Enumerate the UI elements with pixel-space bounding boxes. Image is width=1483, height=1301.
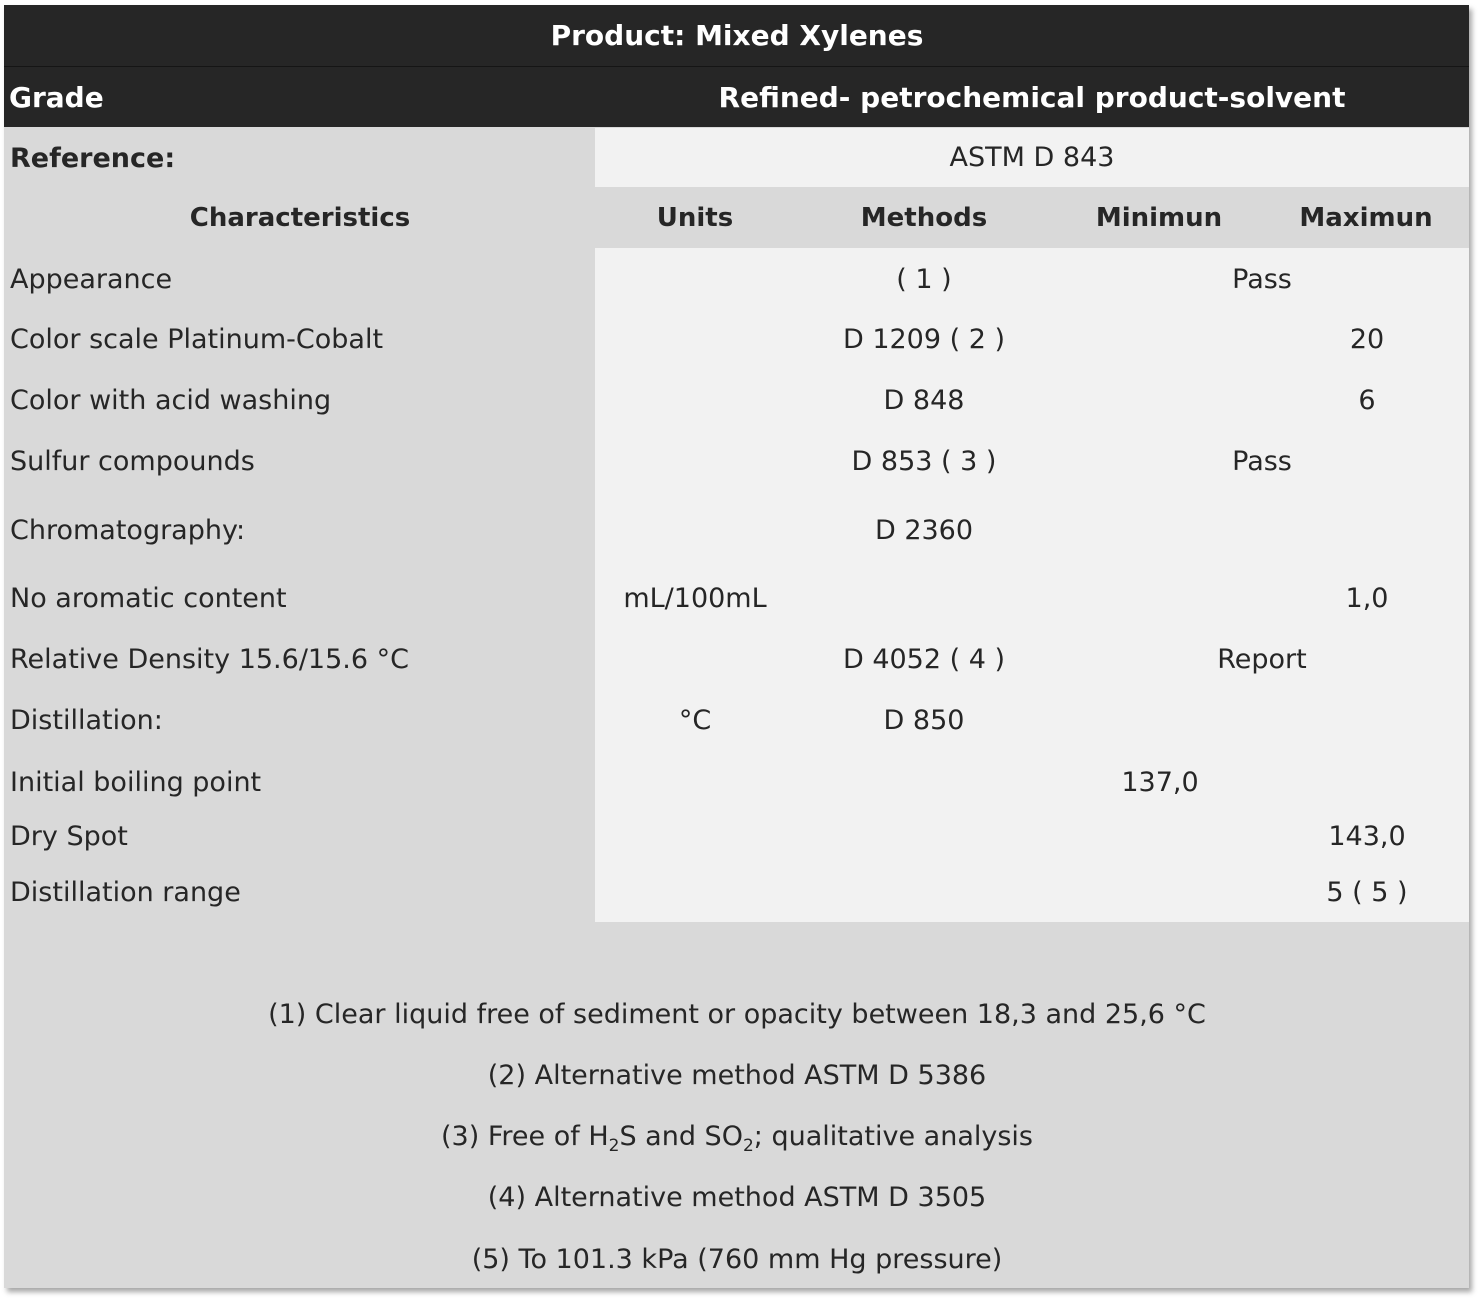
footnote-5: (5) To 101.3 kPa (760 mm Hg pressure) xyxy=(471,1244,1003,1275)
spec-sheet: Product: Mixed Xylenes Grade Refined- pe… xyxy=(4,5,1469,1288)
row-name: Sulfur compounds xyxy=(10,446,255,477)
row-name: Distillation: xyxy=(10,705,163,736)
reference-label: Reference: xyxy=(10,143,176,174)
row-name: Dry Spot xyxy=(10,821,128,852)
grade-value: Refined- petrochemical product-solvent xyxy=(718,81,1346,114)
row-name: Color scale Platinum-Cobalt xyxy=(10,324,384,355)
row-name: Initial boiling point xyxy=(10,767,262,798)
header-minimum: Minimun xyxy=(1095,203,1223,233)
title-bar: Product: Mixed Xylenes xyxy=(4,5,1469,67)
values-panel xyxy=(595,248,1469,922)
row-minimum: 137,0 xyxy=(1121,767,1199,798)
footnote-1: (1) Clear liquid free of sediment or opa… xyxy=(268,999,1206,1030)
row-method: D 2360 xyxy=(874,515,974,546)
reference-value: ASTM D 843 xyxy=(949,142,1115,173)
footnote-2: (2) Alternative method ASTM D 5386 xyxy=(487,1060,987,1091)
row-name: Chromatography: xyxy=(10,515,246,546)
footnote-3: (3) Free of H2S and SO2; qualitative ana… xyxy=(441,1121,1033,1156)
reference-panel xyxy=(595,128,1469,187)
row-spec: Report xyxy=(1217,644,1307,675)
row-spec: Pass xyxy=(1232,264,1292,295)
footnote-4: (4) Alternative method ASTM D 3505 xyxy=(487,1182,987,1213)
row-maximum: 6 xyxy=(1358,385,1376,416)
row-method: D 4052 ( 4 ) xyxy=(842,644,1006,675)
grade-label: Grade xyxy=(9,81,104,114)
page-title: Product: Mixed Xylenes xyxy=(550,19,924,52)
header-units: Units xyxy=(656,203,734,233)
row-units: mL/100mL xyxy=(623,583,767,614)
grade-bar: Grade Refined- petrochemical product-sol… xyxy=(4,67,1469,127)
row-method: ( 1 ) xyxy=(896,264,952,295)
row-maximum: 143,0 xyxy=(1328,821,1406,852)
row-name: Color with acid washing xyxy=(10,385,332,416)
row-maximum: 20 xyxy=(1349,324,1385,355)
row-method: D 853 ( 3 ) xyxy=(851,446,997,477)
row-method: D 848 xyxy=(883,385,965,416)
row-units: °C xyxy=(678,705,712,736)
row-maximum: 1,0 xyxy=(1345,583,1389,614)
row-method: D 850 xyxy=(883,705,965,736)
row-method: D 1209 ( 2 ) xyxy=(842,324,1006,355)
header-maximum: Maximun xyxy=(1299,203,1433,233)
header-characteristics: Characteristics xyxy=(189,203,411,233)
header-methods: Methods xyxy=(860,203,988,233)
row-name: Distillation range xyxy=(10,877,241,908)
row-name: Appearance xyxy=(10,264,173,295)
row-name: No aromatic content xyxy=(10,583,287,614)
row-maximum: 5 ( 5 ) xyxy=(1326,877,1408,908)
row-spec: Pass xyxy=(1232,446,1292,477)
row-name: Relative Density 15.6/15.6 °C xyxy=(10,644,409,675)
